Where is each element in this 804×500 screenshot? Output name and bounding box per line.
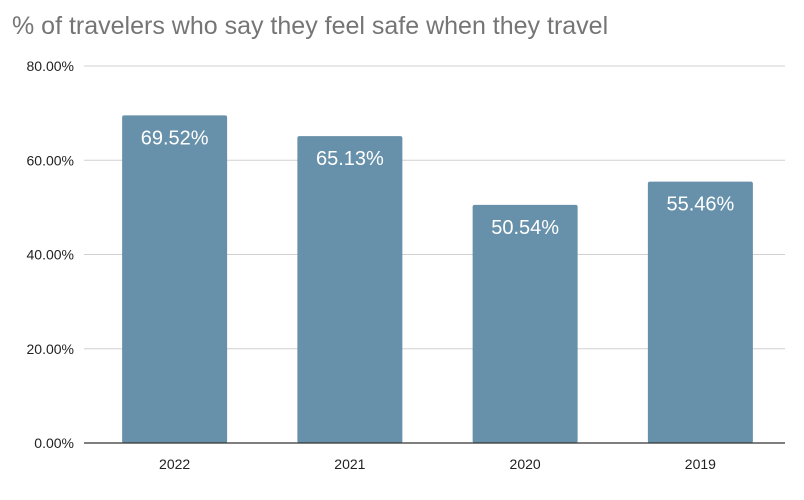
bar bbox=[647, 181, 753, 443]
data-label: 69.52% bbox=[141, 127, 209, 149]
y-tick-label: 40.00% bbox=[27, 247, 74, 263]
chart-title: % of travelers who say they feel safe wh… bbox=[12, 12, 609, 40]
data-label: 65.13% bbox=[316, 148, 384, 170]
data-label: 50.54% bbox=[491, 217, 559, 239]
bar bbox=[122, 115, 228, 444]
x-tick-label: 2019 bbox=[685, 456, 716, 472]
y-tick-label: 20.00% bbox=[27, 341, 74, 357]
data-label: 55.46% bbox=[666, 194, 734, 216]
bar bbox=[297, 136, 403, 443]
x-tick-label: 2022 bbox=[159, 456, 190, 472]
x-tick-label: 2020 bbox=[510, 456, 541, 472]
y-tick-label: 60.00% bbox=[27, 152, 74, 168]
y-tick-label: 0.00% bbox=[34, 435, 74, 451]
bar bbox=[472, 204, 578, 443]
x-tick-label: 2021 bbox=[334, 456, 365, 472]
y-tick-label: 80.00% bbox=[27, 58, 74, 74]
